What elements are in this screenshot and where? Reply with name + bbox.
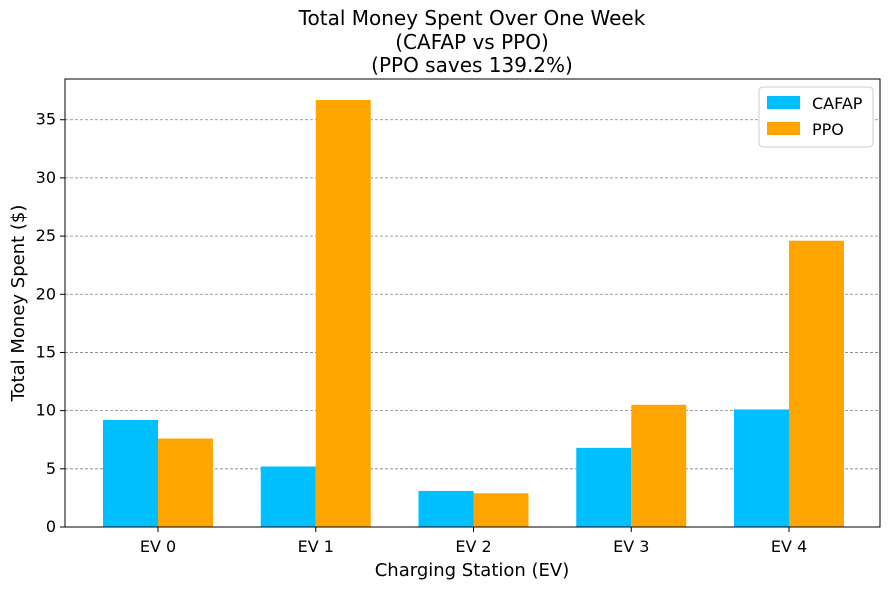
plot-area	[64, 78, 881, 528]
y-tick-label: 10	[36, 401, 56, 420]
x-tick-label: EV 4	[771, 537, 807, 556]
bar-cafap-ev-3	[576, 447, 632, 527]
x-tick-label: EV 0	[140, 537, 176, 556]
legend: CAFAP PPO	[758, 86, 874, 148]
y-tick-label: 5	[46, 459, 56, 478]
y-tick-label: 30	[36, 168, 56, 187]
y-tick-label: 20	[36, 284, 56, 303]
x-axis-label: Charging Station (EV)	[375, 560, 570, 581]
chart-title-line-2: (CAFAP vs PPO)	[395, 30, 549, 54]
y-tick-label: 35	[36, 110, 56, 129]
legend-swatch-cafap	[767, 96, 800, 109]
x-tick-label: EV 3	[613, 537, 649, 556]
y-tick-label: 15	[36, 342, 56, 361]
chart-title-line-3: (PPO saves 139.2%)	[371, 53, 573, 77]
bar-cafap-ev-4	[734, 409, 789, 527]
legend-swatch-ppo	[767, 122, 800, 135]
bar-ppo-ev-2	[473, 493, 529, 527]
chart-title-line-1: Total Money Spent Over One Week	[298, 6, 646, 30]
gridlines	[65, 119, 880, 470]
x-tick-label: EV 2	[455, 537, 491, 556]
x-axis-ticks: EV 0 EV 1 EV 2 EV 3 EV 4	[140, 527, 807, 556]
bar-ppo-ev-0	[158, 438, 213, 527]
bar-cafap-ev-1	[260, 466, 316, 527]
bar-ppo-ev-3	[631, 404, 687, 527]
y-tick-label: 25	[36, 226, 56, 245]
bar-ppo-ev-1	[315, 99, 371, 527]
bar-cafap-ev-2	[418, 490, 474, 527]
bars	[103, 99, 844, 527]
x-tick-label: EV 1	[298, 537, 334, 556]
y-axis-ticks: 0 5 10 15 20 25 30 35	[36, 110, 65, 536]
legend-label-ppo: PPO	[812, 120, 844, 139]
legend-label-cafap: CAFAP	[812, 94, 863, 113]
y-tick-label: 0	[46, 517, 56, 536]
bar-ppo-ev-4	[789, 240, 844, 527]
y-axis-label: Total Money Spent ($)	[8, 205, 29, 403]
bar-cafap-ev-0	[103, 419, 158, 527]
chart-title: Total Money Spent Over One Week (CAFAP v…	[298, 6, 646, 77]
